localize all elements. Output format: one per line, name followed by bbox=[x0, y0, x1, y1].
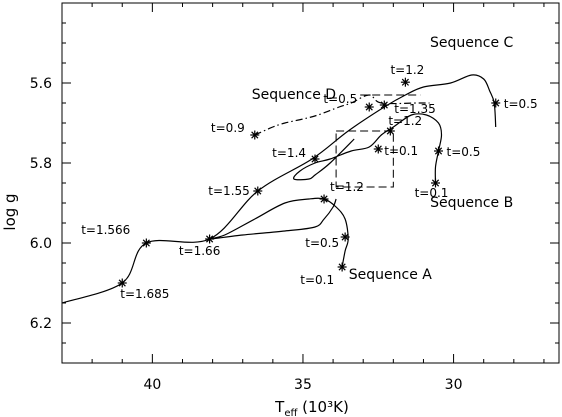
time-label: t=1.2 bbox=[390, 63, 424, 77]
asterisk-marker bbox=[205, 234, 215, 244]
time-label: t=1.4 bbox=[272, 146, 306, 160]
asterisk-stroke bbox=[205, 235, 214, 243]
time-label: t=0.5 bbox=[323, 92, 357, 106]
asterisk-marker bbox=[434, 146, 444, 156]
sequence-c-label: Sequence C bbox=[430, 35, 514, 51]
annotations: t=0.1 t=0.5 t=1.2 t=1.66 t=0.1 t=0.5 t=1.2 t=0.… bbox=[81, 35, 537, 301]
sequence-d-curve bbox=[254, 94, 430, 136]
asterisk-stroke bbox=[492, 99, 500, 107]
x-axis-title-subscript: eff bbox=[284, 408, 298, 417]
time-label: t=1.566 bbox=[81, 223, 130, 237]
sequence-b-curve bbox=[292, 113, 443, 184]
asterisk-stroke bbox=[254, 187, 262, 195]
y-tick-label: 6.2 bbox=[30, 316, 52, 332]
axis-ticks: 40 35 30 5.6 5.8 6.0 6.2 bbox=[30, 2, 559, 393]
asterisk-marker bbox=[253, 186, 263, 196]
time-label: t=0.9 bbox=[211, 121, 245, 135]
sequence-d-label: Sequence D bbox=[252, 87, 336, 103]
time-label: t=0.5 bbox=[504, 97, 538, 111]
time-label: t=1.35 bbox=[394, 102, 435, 116]
y-axis-title: log g bbox=[1, 193, 19, 230]
time-label: t=1.66 bbox=[179, 244, 220, 258]
time-label: t=0.1 bbox=[384, 144, 418, 158]
asterisk-stroke bbox=[386, 127, 394, 135]
asterisk-marker bbox=[385, 126, 395, 136]
asterisk-stroke bbox=[374, 145, 382, 153]
time-label: t=1.685 bbox=[120, 287, 169, 301]
asterisk-marker bbox=[364, 102, 374, 112]
asterisk-marker bbox=[379, 100, 389, 110]
asterisk-marker bbox=[373, 144, 383, 154]
sequence-a-label: Sequence A bbox=[349, 267, 433, 283]
x-tick-label: 35 bbox=[294, 377, 312, 393]
sequence-a-curve bbox=[208, 197, 349, 268]
asterisk-marker bbox=[400, 77, 410, 87]
sequence-c-curve bbox=[62, 74, 497, 304]
asterisk-stroke bbox=[338, 263, 346, 271]
time-label: t=0.1 bbox=[300, 273, 334, 287]
asterisk-stroke bbox=[341, 233, 349, 241]
asterisk-marker bbox=[340, 232, 350, 242]
asterisk-marker bbox=[337, 262, 347, 272]
y-tick-label: 5.6 bbox=[30, 76, 52, 92]
x-axis-title: Teff (10³K) bbox=[274, 398, 349, 417]
asterisk-stroke bbox=[251, 131, 259, 139]
asterisk-stroke bbox=[311, 155, 319, 163]
asterisk-stroke bbox=[365, 103, 373, 111]
time-label: t=0.5 bbox=[447, 145, 481, 159]
asterisk-stroke bbox=[118, 279, 126, 287]
x-tick-label: 40 bbox=[143, 377, 161, 393]
time-label: t=1.55 bbox=[208, 184, 249, 198]
asterisk-stroke bbox=[431, 179, 440, 187]
asterisk-marker bbox=[310, 154, 320, 164]
sequence-curves bbox=[62, 74, 497, 304]
asterisk-marker bbox=[431, 178, 441, 188]
y-tick-label: 5.8 bbox=[30, 156, 52, 172]
asterisk-marker bbox=[250, 130, 260, 140]
time-label: t=0.5 bbox=[305, 236, 339, 250]
time-label: t=0.1 bbox=[415, 186, 449, 200]
time-markers bbox=[117, 77, 501, 288]
asterisk-stroke bbox=[380, 101, 388, 109]
asterisk-marker bbox=[491, 98, 501, 108]
y-tick-label: 6.0 bbox=[30, 236, 52, 252]
asterisk-marker bbox=[141, 238, 151, 248]
asterisk-stroke bbox=[434, 147, 443, 155]
x-tick-label: 30 bbox=[445, 377, 463, 393]
zoom-region-box bbox=[335, 130, 394, 188]
sequence-b-label: Sequence B bbox=[430, 195, 513, 211]
asterisk-marker bbox=[117, 278, 127, 288]
asterisk-stroke bbox=[320, 195, 328, 203]
asterisk-stroke bbox=[142, 239, 150, 247]
x-axis-title-main: T bbox=[274, 398, 285, 416]
asterisk-stroke bbox=[401, 78, 409, 86]
time-label: t=1.2 bbox=[388, 114, 422, 128]
asterisk-marker bbox=[319, 194, 329, 204]
x-axis-title-unit: (10³K) bbox=[297, 398, 348, 416]
time-label: t=1.2 bbox=[330, 180, 364, 194]
